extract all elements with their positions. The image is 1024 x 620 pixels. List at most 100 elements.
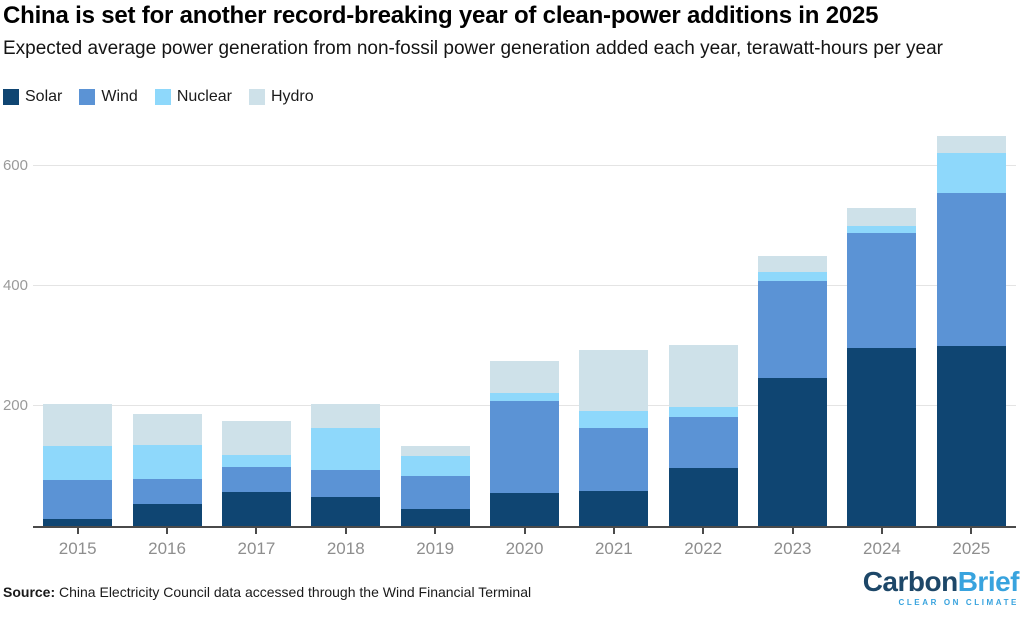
bar-segment-hydro-2025 [936, 136, 1006, 154]
bar-2024 [847, 208, 917, 526]
legend-swatch-hydro [248, 89, 265, 105]
bar-segment-solar-2018 [311, 497, 381, 526]
bar-segment-nuclear-2025 [936, 153, 1006, 193]
x-axis-tick [612, 528, 615, 534]
bar-segment-hydro-2021 [579, 350, 649, 411]
bar-2016 [132, 413, 202, 526]
bar-2019 [400, 445, 470, 526]
x-axis-tick [344, 528, 347, 534]
x-axis-tick [76, 528, 79, 534]
bar-segment-hydro-2018 [311, 404, 381, 428]
chart-title: China is set for another record-breaking… [3, 2, 879, 29]
gridline-600 [33, 165, 1016, 166]
bar-2018 [311, 404, 381, 526]
x-axis-tick [255, 528, 258, 534]
bar-segment-solar-2024 [847, 348, 917, 526]
carbonbrief-wordmark: CarbonBrief [862, 566, 1020, 597]
logo-tagline: CLEAR ON CLIMATE [898, 598, 1019, 607]
bar-segment-wind-2019 [400, 476, 470, 510]
logo-brief: Brief [957, 566, 1020, 597]
bar-2023 [758, 256, 828, 526]
x-axis-tick-label: 2025 [952, 539, 991, 558]
source-text: China Electricity Council data accessed … [59, 584, 532, 600]
bar-segment-solar-2016 [132, 504, 202, 526]
bar-segment-hydro-2022 [668, 344, 738, 407]
bar-segment-wind-2017 [221, 467, 291, 492]
x-axis-tick-label: 2019 [416, 539, 455, 558]
x-axis-tick [702, 528, 705, 534]
gridline-400 [33, 285, 1016, 286]
bar-segment-wind-2018 [311, 469, 381, 498]
legend-label: Hydro [270, 88, 314, 105]
bar-segment-nuclear-2016 [132, 445, 202, 480]
bar-2025 [936, 136, 1006, 526]
bar-segment-nuclear-2020 [490, 393, 559, 401]
y-axis-tick-label: 600 [2, 157, 28, 174]
legend-label: Nuclear [176, 88, 232, 105]
bar-segment-wind-2022 [668, 417, 738, 468]
bar-segment-nuclear-2022 [668, 406, 738, 418]
bar-segment-wind-2016 [132, 479, 202, 505]
bar-segment-hydro-2017 [221, 421, 291, 456]
bar-2020 [490, 361, 559, 526]
legend-item-hydro: Hydro [248, 88, 314, 106]
bar-2017 [221, 421, 291, 526]
bar-segment-solar-2022 [668, 467, 738, 526]
x-axis-tick [880, 528, 883, 534]
x-axis-tick [970, 528, 973, 534]
legend: Solar Wind Nuclear Hydro [3, 88, 331, 106]
x-axis-tick-label: 2024 [863, 539, 901, 558]
x-axis-tick-label: 2016 [148, 539, 186, 558]
bar-segment-hydro-2023 [758, 256, 828, 273]
x-axis-tick-label: 2020 [505, 539, 544, 558]
legend-label: Solar [25, 88, 63, 105]
legend-swatch-nuclear [154, 89, 171, 105]
x-axis-tick [523, 528, 526, 534]
legend-item-wind: Wind [79, 88, 138, 106]
bar-segment-hydro-2024 [847, 208, 917, 226]
bar-segment-solar-2020 [490, 493, 559, 526]
plot-area [33, 130, 1016, 526]
legend-swatch-solar [3, 89, 19, 105]
chart-subtitle: Expected average power generation from n… [3, 38, 943, 59]
bar-segment-nuclear-2017 [221, 455, 291, 468]
stacked-bar-chart: 200 400 600 2015 2016 2017 2018 2019 2020 2021 20… [0, 130, 1024, 570]
y-axis-tick-label: 400 [2, 277, 28, 294]
bar-2022 [668, 344, 738, 526]
bar-segment-wind-2024 [847, 233, 917, 349]
x-axis-tick-label: 2015 [58, 539, 97, 558]
bar-segment-nuclear-2023 [758, 272, 828, 282]
x-axis-tick [434, 528, 437, 534]
bar-segment-nuclear-2018 [311, 427, 381, 470]
bar-2015 [43, 403, 113, 526]
x-axis-tick-label: 2018 [326, 539, 365, 558]
x-axis-tick [791, 528, 794, 534]
legend-item-solar: Solar [3, 88, 62, 106]
logo-carbon: Carbon [862, 566, 959, 597]
bar-segment-solar-2025 [936, 346, 1006, 526]
bar-segment-wind-2015 [43, 480, 113, 519]
y-axis-tick-label: 200 [2, 397, 28, 414]
carbonbrief-logo: CarbonBrief CLEAR ON CLIMATE [862, 566, 1020, 607]
bar-segment-solar-2023 [758, 378, 828, 526]
source-note: Source: China Electricity Council data a… [3, 584, 531, 600]
legend-item-nuclear: Nuclear [154, 88, 232, 106]
x-axis-tick-label: 2022 [684, 539, 723, 558]
bar-segment-wind-2021 [579, 427, 649, 492]
bar-segment-nuclear-2019 [400, 456, 470, 477]
bar-segment-wind-2023 [758, 281, 828, 379]
legend-swatch-wind [79, 89, 96, 105]
bar-segment-hydro-2019 [400, 445, 470, 457]
legend-label: Wind [101, 88, 138, 105]
x-axis-line [33, 526, 1016, 528]
bar-segment-nuclear-2015 [43, 446, 113, 481]
source-label: Source: [3, 584, 56, 600]
x-axis-tick-label: 2023 [773, 539, 812, 558]
bar-segment-hydro-2015 [43, 403, 113, 447]
x-axis-tick-label: 2021 [594, 539, 633, 558]
bar-2021 [579, 350, 649, 526]
bar-segment-solar-2019 [400, 509, 470, 526]
bar-segment-solar-2021 [579, 491, 649, 526]
bar-segment-nuclear-2024 [847, 226, 917, 234]
